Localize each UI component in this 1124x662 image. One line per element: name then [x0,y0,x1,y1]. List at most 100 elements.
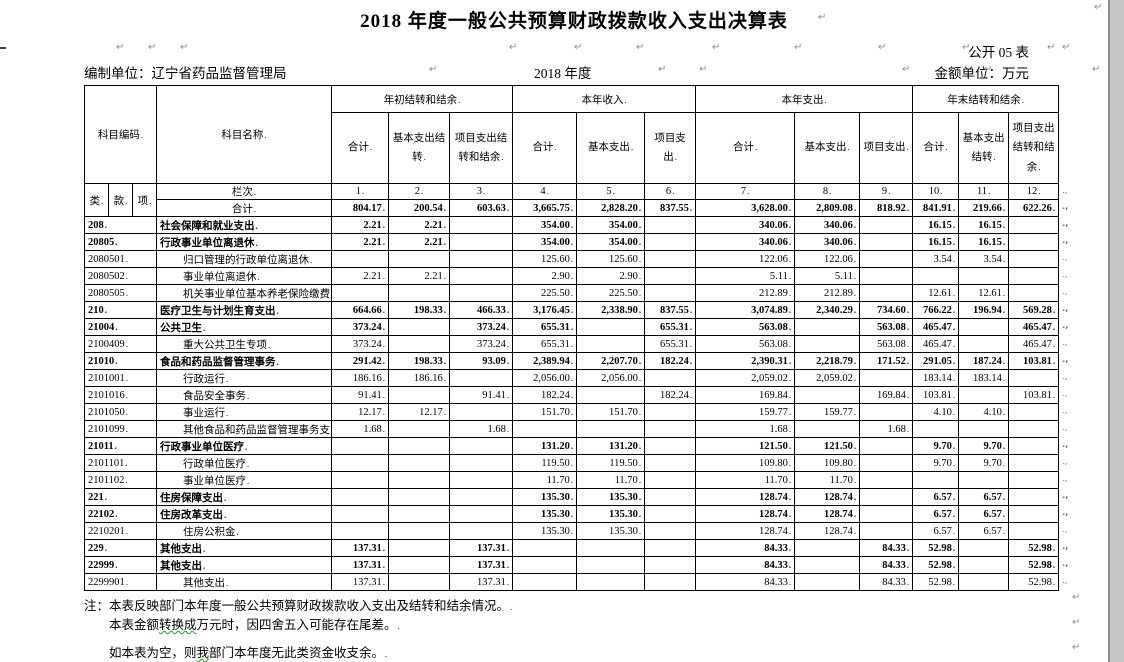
value-cell[interactable]: 340.06 [695,216,796,234]
value-cell[interactable] [958,539,1010,557]
value-cell[interactable]: 340.06 [794,233,861,251]
subject-code-cell[interactable]: 2100409 [83,335,158,353]
value-cell[interactable]: 128.74 [695,522,796,540]
value-cell[interactable] [794,335,861,353]
value-cell[interactable]: 183.14 [912,369,960,387]
value-cell[interactable]: 4.10 [958,403,1010,421]
subject-name-cell[interactable]: 公共卫生 [156,318,333,336]
value-cell[interactable]: ., [1008,420,1067,438]
value-cell[interactable] [794,573,861,591]
subject-code-cell[interactable]: 221 [83,488,158,506]
value-cell[interactable]: 6.57 [912,505,960,523]
value-cell[interactable]: 200.54 [388,199,451,217]
subject-code-cell[interactable]: 2080502 [83,267,158,285]
value-cell[interactable] [449,522,514,540]
subheader-total-4[interactable]: 合计 [912,112,960,184]
value-cell[interactable]: ., [1008,505,1068,523]
code-part-cell-2[interactable]: 项 [131,183,158,217]
value-cell[interactable]: ., [1008,284,1067,302]
value-cell[interactable]: 137.31 [331,573,390,591]
value-cell[interactable]: ., [1008,369,1067,387]
value-cell[interactable] [794,386,861,404]
value-cell[interactable]: 354.00 [512,233,578,251]
value-cell[interactable]: ., [1008,403,1067,421]
column-number-cell[interactable]: 8 [794,183,861,200]
subheader-basic-expense-2[interactable]: 基本支出 [794,112,861,184]
value-cell[interactable]: 109.80 [695,454,796,472]
value-cell[interactable]: ., [1008,216,1068,234]
subheader-project-expense-1[interactable]: 项目支出 [644,112,697,184]
group-header-opening-carryover[interactable]: 年初结转和结余 [331,85,514,113]
value-cell[interactable]: 466.33 [449,301,514,319]
subheader-project-carryover-2[interactable]: 项目支出结转和结余 [1008,112,1060,184]
value-cell[interactable]: 373.24 [331,318,390,336]
value-cell[interactable] [859,250,914,268]
value-cell[interactable] [958,556,1010,574]
value-cell[interactable] [859,522,914,540]
subject-name-cell[interactable]: 住房公积金 [156,522,333,540]
value-cell[interactable] [912,420,960,438]
value-cell[interactable] [644,420,697,438]
value-cell[interactable]: 122.06 [794,250,861,268]
value-cell[interactable]: 2.21 [388,233,451,251]
subheader-basic-carryover-2[interactable]: 基本支出结转 [958,112,1010,184]
column-number-cell[interactable]: 10 [912,183,960,200]
value-cell[interactable]: ., [1008,233,1068,251]
value-cell[interactable]: 135.30 [576,505,646,523]
value-cell[interactable] [331,505,390,523]
value-cell[interactable] [644,454,697,472]
subject-name-cell[interactable]: 住房改革支出 [156,505,333,523]
value-cell[interactable] [388,471,451,489]
value-cell[interactable]: 187.24 [958,352,1010,370]
subject-name-cell[interactable]: 重大公共卫生专项 [156,335,333,353]
subject-name-cell[interactable]: 其他食品和药品监督管理事务支出 [156,420,333,438]
value-cell[interactable]: 1.68 [859,420,914,438]
value-cell[interactable]: 84.33 [859,573,914,591]
value-cell[interactable] [576,386,646,404]
value-cell[interactable]: ., [1008,454,1067,472]
value-cell[interactable] [576,318,646,336]
value-cell[interactable]: 128.74 [794,505,861,523]
value-cell[interactable]: 655.31 [644,318,697,336]
value-cell[interactable] [576,335,646,353]
value-cell[interactable] [958,573,1010,591]
value-cell[interactable]: 837.55 [644,301,697,319]
value-cell[interactable]: 2,828.20 [576,199,646,217]
compiling-unit[interactable]: 编制单位：辽宁省药品监督管理局 [84,62,287,82]
subject-code-cell[interactable]: 2299901 [83,573,158,591]
value-cell[interactable] [512,556,578,574]
value-cell[interactable]: 135.30 [576,488,646,506]
subject-name-cell[interactable]: 住房保障支出 [156,488,333,506]
value-cell[interactable]: 354.00 [512,216,578,234]
value-cell[interactable]: 2,056.00 [576,369,646,387]
value-cell[interactable]: 183.14 [958,369,1010,387]
value-cell[interactable]: 563.08 [695,318,796,336]
value-cell[interactable] [449,437,514,455]
value-cell[interactable] [388,522,451,540]
value-cell[interactable]: 6.57 [912,488,960,506]
value-cell[interactable] [859,216,914,234]
subheader-total-3[interactable]: 合计 [695,112,796,184]
value-cell[interactable]: 119.50 [512,454,578,472]
value-cell[interactable]: 1.68 [331,420,390,438]
subheader-basic-carryover-1[interactable]: 基本支出结转 [388,112,451,184]
value-cell[interactable]: 1.68 [449,420,514,438]
value-cell[interactable] [644,437,697,455]
value-cell[interactable] [794,420,861,438]
page-title[interactable]: 2018 年度一般公共预算财政拨款收入支出决算表 [50,6,1098,33]
value-cell[interactable] [794,318,861,336]
value-cell[interactable] [388,420,451,438]
value-cell[interactable] [449,505,514,523]
value-cell[interactable]: 186.16 [331,369,390,387]
subject-name-cell[interactable]: 合计 [156,199,333,217]
subject-code-cell[interactable]: 22999 [83,556,158,574]
value-cell[interactable] [644,539,697,557]
value-cell[interactable]: 9.70 [958,454,1010,472]
value-cell[interactable]: 3,074.89 [695,301,796,319]
value-cell[interactable]: 2.21 [331,216,390,234]
subject-name-cell[interactable]: 行政事业单位医疗 [156,437,333,455]
value-cell[interactable]: 655.31 [512,335,578,353]
value-cell[interactable]: 125.60 [576,250,646,268]
value-cell[interactable]: 569.28., [1008,301,1068,319]
